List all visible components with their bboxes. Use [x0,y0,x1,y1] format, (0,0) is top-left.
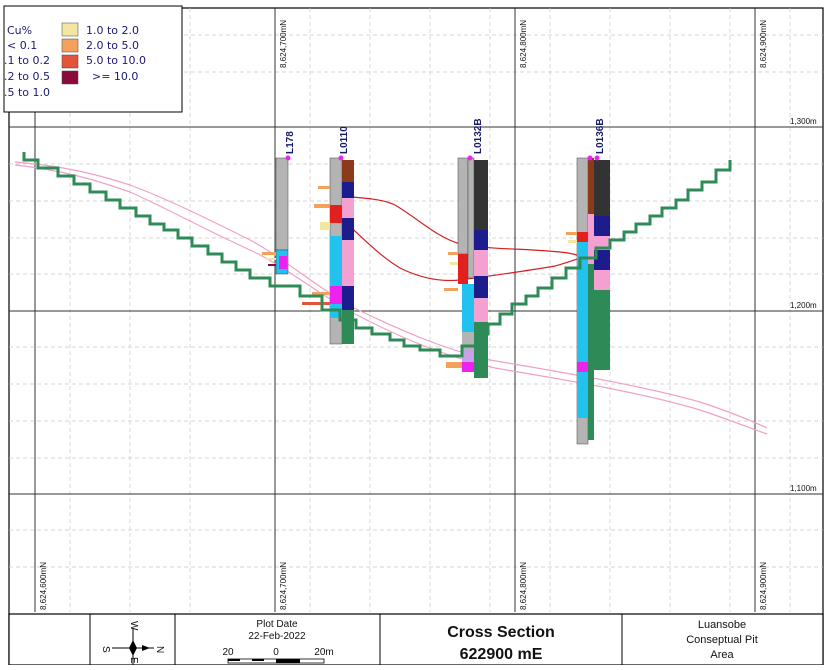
hole-label-l0110: L0110 [339,126,350,154]
title-block: N S W E Plot Date 22-Feb-2022 20 0 20m C… [8,613,824,666]
topography-line-lower [14,164,768,435]
north-arrow-icon: N S W E [100,621,165,665]
section-title: Cross Section [447,624,555,641]
northing-bottom-2: 8,624,700mN [279,562,288,610]
section-easting: 622900 mE [460,646,543,663]
north-arrow-s: S [100,646,111,653]
scale-bar [227,658,325,664]
northing-top-2: 8,624,800mN [519,20,528,68]
drillhole-l178[interactable] [262,155,291,275]
legend-swatch-gte-10 [61,70,79,85]
north-arrow-w: W [128,621,139,631]
legend-swatch-5-10 [61,54,79,69]
scale-label-zero: 0 [273,647,279,658]
drillhole-l0110[interactable] [302,155,354,345]
elevation-label-1300: 1,300m [790,117,817,126]
hole-label-l0136b: L0136B [595,118,606,154]
conceptual-pit-outline [22,152,732,358]
legend-item-2-5: 2.0 to 5.0 [86,39,139,52]
northing-top-3: 8,624,900mN [759,20,768,68]
legend-item-gte-10: >= 10.0 [92,70,138,83]
topography-line-upper [14,161,768,429]
scale-label-left: 20 [222,647,234,658]
drillhole-l0132b[interactable] [444,155,488,379]
north-arrow-e: E [128,657,139,664]
legend-swatch-2-5 [61,38,79,53]
legend-item-5-10: 5.0 to 10.0 [86,54,146,67]
northing-bottom-1: 8,624,600mN [39,562,48,610]
plot-date-value: 22-Feb-2022 [248,631,306,642]
northing-bottom-4: 8,624,900mN [759,562,768,610]
plot-date-label: Plot Date [256,619,298,630]
legend-swatch-1-2 [61,22,79,37]
hole-label-l178: L178 [285,131,296,154]
legend-item-1-2: 1.0 to 2.0 [86,24,139,37]
northing-bottom-3: 8,624,800mN [519,562,528,610]
elevation-label-1100: 1,100m [790,484,817,493]
project-name: Luansobe [698,619,746,631]
hole-label-l0132b: L0132B [473,118,484,154]
north-arrow-n: N [154,646,165,653]
legend-title: Cu% [7,24,32,37]
legend: Cu% < 0.1 .1 to 0.2 .2 to 0.5 .5 to 1.0 … [3,5,183,113]
scale-label-right: 20m [314,647,333,658]
major-grid [9,8,823,612]
drillhole-l0136b[interactable] [566,155,610,445]
legend-item-0-1-0-2: .1 to 0.2 [4,54,50,67]
project-subtitle: Conseptual Pit [686,634,758,646]
legend-item-0-2-0-5: .2 to 0.5 [4,70,50,83]
elevation-label-1200: 1,200m [790,301,817,310]
legend-item-lt-0-1: < 0.1 [7,39,37,52]
northing-top-1: 8,624,700mN [279,20,288,68]
project-area: Area [710,649,734,661]
legend-item-0-5-1-0: .5 to 1.0 [4,86,50,99]
